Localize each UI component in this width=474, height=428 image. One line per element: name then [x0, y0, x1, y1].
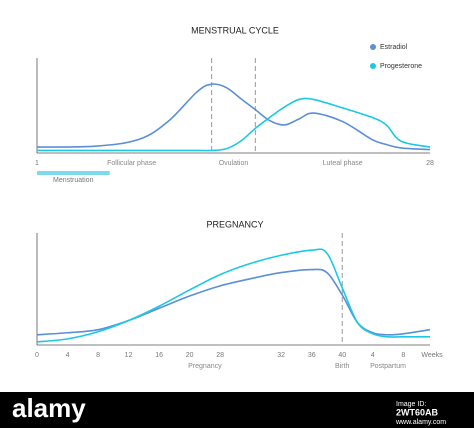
annotation: Follicular phase	[107, 160, 156, 167]
watermark-brand: alamy	[12, 393, 86, 423]
x-tick-label: 36	[308, 352, 316, 359]
x-tick-label: 40	[338, 352, 346, 359]
x-tick-label: 8	[401, 352, 405, 359]
x-tick-label: 32	[277, 352, 285, 359]
chart-title: PREGNANCY	[206, 219, 263, 229]
watermark-id-label: Image ID:	[396, 401, 426, 408]
x-tick-label: 16	[155, 352, 163, 359]
series-line	[36, 248, 430, 343]
legend-swatch	[370, 63, 376, 69]
watermark-band	[0, 392, 474, 428]
x-tick-label: 12	[125, 352, 133, 359]
watermark-id: 2WT60AB	[396, 407, 439, 417]
annotation: Ovulation	[219, 160, 249, 167]
annotation: Pregnancy	[188, 363, 222, 370]
watermark-site: www.alamy.com	[395, 419, 446, 426]
x-tick-label: 8	[96, 352, 100, 359]
chart-title: MENSTRUAL CYCLE	[191, 25, 279, 35]
x-tick-label: 28	[426, 160, 434, 167]
x-tick-label: 1	[35, 160, 39, 167]
legend-swatch	[370, 44, 376, 50]
menstruation-bar	[37, 171, 110, 175]
x-unit: Weeks	[421, 352, 443, 359]
x-tick-label: 20	[186, 352, 194, 359]
x-tick-label: 0	[35, 352, 39, 359]
series-line	[36, 268, 431, 336]
x-tick-label: 4	[371, 352, 375, 359]
annotation: Postpartum	[370, 363, 406, 370]
x-tick-label: 4	[66, 352, 70, 359]
band-label: Menstruation	[53, 177, 94, 184]
legend-label: Progesterone	[380, 63, 422, 70]
series-line	[36, 83, 431, 151]
legend-label: Estradiol	[380, 44, 408, 51]
annotation: Luteal phase	[323, 160, 363, 167]
x-tick-label: 28	[216, 352, 224, 359]
series-line	[37, 97, 431, 152]
annotation: Birth	[335, 363, 350, 370]
